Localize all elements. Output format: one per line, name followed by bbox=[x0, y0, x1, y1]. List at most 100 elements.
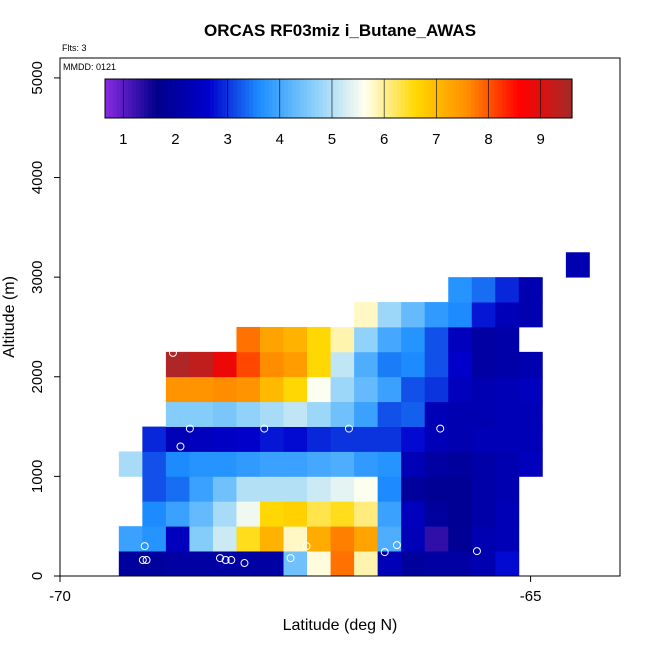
colorbar-segment bbox=[268, 79, 273, 118]
colorbar-segment bbox=[256, 79, 262, 118]
colorbar-segment bbox=[194, 79, 199, 118]
sample-marker bbox=[380, 548, 389, 557]
heatmap-cell bbox=[260, 526, 284, 552]
heatmap-cell bbox=[236, 476, 261, 502]
heatmap-cell bbox=[212, 376, 237, 403]
colorbar-segment bbox=[202, 79, 207, 118]
heatmap-cell bbox=[401, 426, 426, 452]
colorbar-segment bbox=[307, 79, 312, 118]
colorbar-segment bbox=[237, 79, 242, 118]
heatmap-cell bbox=[189, 376, 214, 403]
colorbar-segment bbox=[470, 79, 476, 118]
heatmap-cell bbox=[424, 476, 449, 502]
heatmap-cell bbox=[283, 451, 308, 477]
colorbar-segment bbox=[443, 79, 449, 118]
heatmap-cell bbox=[118, 526, 143, 552]
colorbar-segment bbox=[365, 79, 371, 118]
colorbar-segment bbox=[568, 79, 573, 118]
heatmap-cell bbox=[354, 326, 379, 353]
heatmap-cell bbox=[283, 376, 308, 403]
colorbar-segment bbox=[431, 79, 437, 118]
heatmap-cell bbox=[212, 426, 237, 452]
heatmap-cell bbox=[236, 451, 261, 477]
heatmap-cell bbox=[307, 476, 331, 502]
heatmap-cell bbox=[189, 451, 214, 477]
heatmap-cell bbox=[377, 501, 402, 527]
colorbar-segment bbox=[369, 79, 375, 118]
heatmap-cell bbox=[354, 351, 379, 378]
heatmap-cell bbox=[212, 476, 237, 502]
colorbar-segment bbox=[264, 79, 270, 118]
sample-marker bbox=[185, 424, 194, 433]
heatmap-cell bbox=[495, 501, 520, 527]
heatmap-cell bbox=[260, 426, 284, 452]
y-tick-label: 5000 bbox=[29, 61, 46, 94]
sample-marker bbox=[227, 556, 236, 565]
colorbar-segment bbox=[260, 79, 266, 118]
heatmap-cell bbox=[471, 551, 496, 577]
colorbar-segment bbox=[466, 79, 472, 118]
heatmap-cell bbox=[377, 476, 402, 502]
colorbar-segment bbox=[140, 79, 145, 118]
heatmap-cell bbox=[307, 526, 331, 552]
heatmap-cell bbox=[189, 526, 214, 552]
heatmap-cell bbox=[495, 476, 520, 502]
heatmap-cell bbox=[401, 351, 426, 378]
colorbar-segment bbox=[350, 79, 355, 118]
colorbar-frame bbox=[104, 78, 573, 119]
heatmap-cell bbox=[495, 551, 520, 577]
colorbar-segment bbox=[373, 79, 379, 118]
heatmap-cell bbox=[354, 426, 379, 452]
heatmap-cell bbox=[260, 451, 284, 477]
colorbar-segment bbox=[116, 79, 122, 118]
heatmap-cell bbox=[424, 326, 449, 353]
colorbar-segment bbox=[420, 79, 425, 118]
heatmap-cell bbox=[330, 401, 355, 427]
heatmap-cell bbox=[448, 426, 473, 452]
heatmap-cell bbox=[236, 426, 261, 452]
heatmap-cell bbox=[448, 326, 473, 353]
colorbar-segment bbox=[564, 79, 569, 118]
heatmap-cell bbox=[377, 376, 402, 403]
heatmap-cell bbox=[307, 551, 331, 577]
colorbar-segment bbox=[490, 79, 495, 118]
colorbar-segment bbox=[159, 79, 164, 118]
sample-marker bbox=[344, 424, 353, 433]
colorbar-segment bbox=[198, 79, 203, 118]
heatmap-cell bbox=[377, 401, 402, 427]
y-tick-label: 1000 bbox=[29, 460, 46, 493]
colorbar-segment bbox=[210, 79, 215, 118]
heatmap-cell bbox=[448, 526, 473, 552]
colorbar-segment bbox=[377, 79, 382, 118]
colorbar-segment bbox=[108, 79, 114, 118]
heatmap-cell bbox=[495, 351, 520, 378]
colorbar-segment bbox=[435, 79, 441, 118]
colorbar-segment bbox=[326, 79, 332, 118]
heatmap-cell bbox=[401, 376, 426, 403]
colorbar-segment bbox=[396, 79, 402, 118]
heatmap-cell bbox=[471, 526, 496, 552]
heatmap-cell bbox=[424, 302, 449, 328]
heatmap-cell bbox=[448, 501, 473, 527]
colorbar-segment bbox=[529, 79, 534, 118]
colorbar-segment bbox=[206, 79, 211, 118]
heatmap-cell bbox=[354, 551, 379, 577]
heatmap-cell bbox=[307, 351, 331, 378]
heatmap-cell bbox=[495, 426, 520, 452]
colorbar-segment bbox=[322, 79, 328, 118]
colorbar-segment bbox=[171, 79, 176, 118]
heatmap-cell bbox=[260, 401, 284, 427]
colorbar-tick-label: 7 bbox=[432, 131, 440, 148]
heatmap-cell bbox=[330, 551, 355, 577]
colorbar-segment bbox=[280, 79, 285, 118]
heatmap-cell bbox=[495, 401, 520, 427]
heatmap-cell bbox=[189, 551, 214, 577]
colorbar-segment bbox=[498, 79, 503, 118]
colorbar-tick-label: 4 bbox=[276, 131, 284, 148]
heatmap-cell bbox=[565, 252, 590, 278]
heatmap-cell bbox=[307, 326, 331, 353]
heatmap-cell bbox=[401, 501, 426, 527]
flights-note: Flts: 3 bbox=[62, 43, 87, 53]
heatmap-cell bbox=[212, 451, 237, 477]
heatmap-cell bbox=[142, 451, 167, 477]
